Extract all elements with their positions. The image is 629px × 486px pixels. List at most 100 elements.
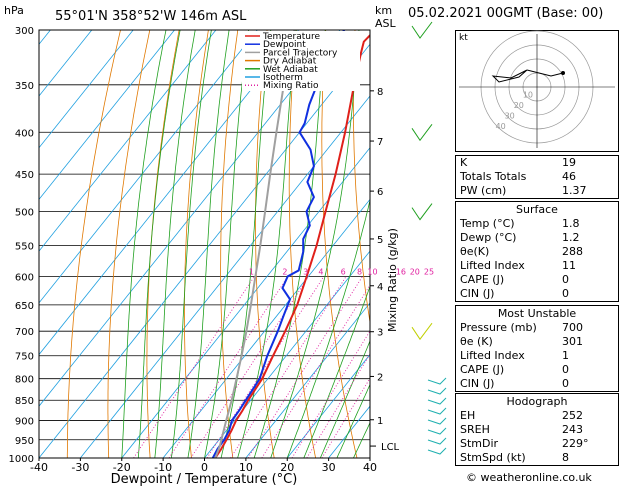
mixing-ratio-label: 1 (249, 267, 254, 276)
hodograph-row: StmDir 229° (460, 437, 589, 450)
mixing-ratio-line (306, 353, 370, 458)
dry-adiabat (66, 30, 121, 458)
hodograph-ring-label: 20 (514, 101, 524, 110)
legend-label: Dewpoint (263, 40, 306, 50)
km-tick-label: 3 (377, 328, 383, 339)
isotherm (39, 43, 370, 458)
hodograph-ring-label: 10 (523, 91, 533, 100)
mixing-ratio-line (261, 284, 370, 458)
x-axis-label: Dewpoint / Temperature (°C) (111, 472, 298, 486)
dry-adiabat (146, 30, 180, 458)
wet-adiabat (204, 30, 250, 458)
hodograph-ring-label: 40 (496, 122, 506, 131)
pressure-tick-label: 500 (15, 208, 34, 219)
x-tick-label: 40 (363, 461, 377, 474)
wet-adiabat (270, 30, 360, 458)
series-dewpoint (211, 30, 346, 458)
hpa-label: hPa (4, 4, 24, 17)
pressure-tick-label: 450 (15, 170, 34, 181)
legend-label: Dry Adiabat (263, 57, 317, 67)
most-unstable-row: Pressure (mb) 700 (460, 321, 583, 334)
wind-barb (427, 427, 447, 435)
skewt-grid (39, 30, 629, 458)
pressure-tick-label: 850 (15, 396, 34, 407)
hodograph-trace (526, 69, 564, 77)
pressure-tick-label: 650 (15, 301, 34, 312)
skewt-axes: 3003504004505005506006507007508008509009… (9, 26, 400, 474)
mixing-ratio-label: 20 (410, 267, 420, 276)
wet-adiabat (171, 30, 212, 458)
series-parcel-trajectory (214, 30, 296, 458)
datetime: 05.02.2021 00GMT (Base: 00) (408, 6, 604, 21)
mixing-ratio-label: 6 (341, 267, 346, 276)
isotherm (39, 30, 134, 149)
surface-table: Surface Temp (°C) 1.8 Dewp (°C) 1.2 θe(K) 2… (455, 201, 619, 302)
pressure-tick-label: 600 (15, 272, 34, 283)
dry-adiabat (184, 30, 209, 458)
surface-row: CIN (J) 0 (460, 287, 569, 300)
km-tick-label: 8 (377, 87, 383, 98)
km-tick-label: 4 (377, 282, 383, 293)
surface-row: Dewp (°C) 1.2 (460, 231, 580, 244)
dry-adiabat (619, 30, 629, 458)
hodograph-row: SREH 243 (460, 423, 583, 436)
wet-adiabat (253, 30, 326, 458)
km-tick-label: 5 (377, 235, 383, 246)
hodograph-row: EH 252 (460, 409, 583, 422)
pressure-tick-label: 950 (15, 436, 34, 447)
legend-label: Wet Adiabat (263, 65, 318, 75)
x-tick-label: -30 (71, 461, 89, 474)
index-row-totals: Totals Totals 46 (460, 170, 576, 183)
wind-barb (427, 407, 447, 415)
mixing-ratio-label: 4 (318, 267, 323, 276)
wind-barbs (411, 21, 447, 455)
hodograph-table: Hodograph EH 252 SREH 243 StmDir 229° StmSp… (455, 393, 619, 466)
wet-adiabat (137, 30, 181, 458)
wind-barb (427, 417, 447, 425)
isotherm (79, 95, 370, 458)
series-temperature (214, 33, 370, 458)
surface-title: Surface (516, 203, 558, 216)
mixing-ratio-line (321, 377, 370, 458)
most-unstable-row: θe (K) 301 (460, 335, 583, 348)
isotherm (245, 302, 370, 458)
dry-adiabat (353, 30, 370, 325)
most-unstable-row: CAPE (J) 0 (460, 363, 569, 376)
isotherm (39, 30, 341, 407)
indices-table: K 19 Totals Totals 46 PW (cm) 1.37 (455, 155, 619, 199)
km-tick-label: 6 (377, 187, 383, 198)
mixing-ratio-line (291, 330, 370, 458)
wet-adiabat (187, 30, 230, 458)
legend-label: Temperature (262, 32, 320, 42)
most-unstable-table: Most Unstable Pressure (mb) 700 θe (K) 301… (455, 305, 619, 392)
x-tick-label: -10 (154, 461, 172, 474)
mixing-ratio-axis-label: Mixing Ratio (g/kg) (386, 228, 399, 332)
wet-adiabat (286, 198, 370, 458)
x-tick-label: 20 (280, 461, 294, 474)
pressure-tick-label: 750 (15, 352, 34, 363)
mixing-ratio-label: 2 (282, 267, 287, 276)
legend-label: Mixing Ratio (263, 81, 319, 91)
km-tick-label: 2 (377, 372, 383, 383)
isotherm (162, 198, 370, 458)
pressure-tick-label: 900 (15, 417, 34, 428)
wind-barb (427, 377, 447, 385)
most-unstable-row: Lifted Index 1 (460, 349, 569, 362)
isotherm (203, 250, 370, 458)
storm-motion-dot (561, 71, 565, 75)
mixing-ratio-line (206, 276, 325, 458)
isotherm (121, 147, 370, 458)
mixing-ratio-line (247, 276, 363, 458)
wet-adiabat (220, 30, 272, 458)
pressure-tick-label: 350 (15, 81, 34, 92)
x-tick-label: 0 (201, 461, 208, 474)
x-tick-label: -20 (113, 461, 131, 474)
dry-adiabat (321, 30, 358, 458)
x-tick-label: -40 (30, 461, 48, 474)
mixing-ratio-line (230, 276, 347, 458)
isotherm (39, 30, 175, 200)
mixing-ratio-label: 10 (367, 267, 377, 276)
